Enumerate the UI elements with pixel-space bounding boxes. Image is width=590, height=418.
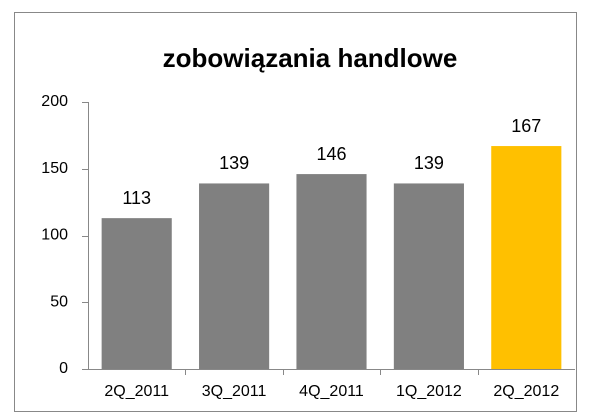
data-label: 167	[511, 116, 541, 136]
y-tick-label: 200	[41, 93, 68, 110]
y-tick-label: 50	[50, 293, 68, 310]
bar	[199, 183, 270, 369]
data-label: 113	[122, 188, 151, 208]
data-label: 139	[414, 153, 444, 173]
bar	[393, 183, 464, 369]
y-tick-label: 150	[41, 160, 68, 177]
x-tick-label: 1Q_2012	[396, 383, 462, 400]
data-label: 139	[219, 153, 249, 173]
bar	[296, 174, 367, 369]
bar	[101, 218, 172, 369]
x-tick-label: 4Q_2011	[299, 383, 364, 400]
y-tick-label: 100	[41, 227, 68, 244]
bar	[491, 146, 562, 369]
y-tick-label: 0	[59, 360, 68, 377]
x-tick-label: 3Q_2011	[202, 383, 267, 400]
x-tick-label: 2Q_2011	[104, 383, 169, 400]
x-tick-label: 2Q_2012	[493, 383, 559, 400]
chart-title: zobowiązania handlowe	[163, 43, 458, 73]
data-label: 146	[316, 144, 346, 164]
